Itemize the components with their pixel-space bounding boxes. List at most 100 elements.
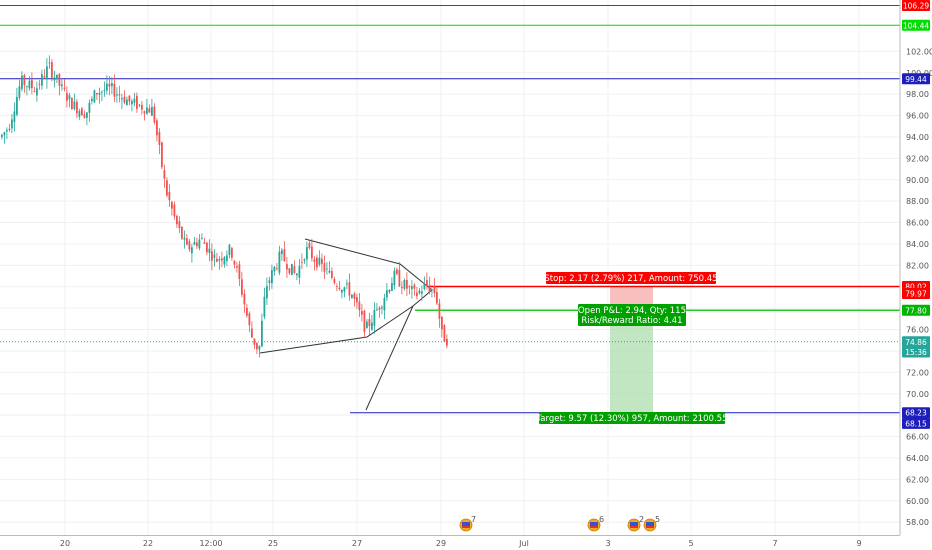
candle-body — [191, 247, 193, 254]
candle-body — [91, 98, 93, 102]
candle-body — [341, 290, 343, 293]
candle-body — [123, 96, 126, 103]
price-tick-label: 66.00 — [906, 433, 929, 442]
candle-body — [21, 75, 23, 90]
price-tick-label: 92.00 — [906, 154, 929, 163]
candle-body — [286, 264, 288, 270]
candle-body — [216, 258, 218, 262]
candle-body — [303, 259, 306, 261]
candle-body — [361, 310, 363, 315]
horizontal-levels[interactable] — [0, 4, 900, 414]
stop-label[interactable]: Stop: 2.17 (2.79%) 217, Amount: 750.45 — [544, 272, 718, 284]
candle-body — [251, 328, 253, 338]
economic-event-markers[interactable]: 7 6 2 5 — [459, 515, 660, 532]
candle-body — [426, 280, 428, 286]
candle-body — [53, 77, 56, 81]
candle-body — [193, 242, 196, 245]
triangle-pattern-drawing[interactable] — [259, 238, 433, 354]
candle-body — [211, 251, 213, 261]
trend-drawings[interactable] — [259, 238, 433, 411]
candle-body — [146, 107, 148, 114]
candle-body — [418, 290, 421, 294]
time-axis[interactable]: 20 22 12:00 25 27 29 Jul 3 5 7 9 — [0, 535, 932, 550]
candle-body — [61, 84, 63, 87]
candle-body — [133, 98, 136, 103]
stop-label-text: Stop: 2.17 (2.79%) 217, Amount: 750.45 — [544, 274, 717, 284]
price-badge-104-44: 104.44 — [902, 19, 930, 31]
candle-body — [203, 242, 206, 244]
candle-body — [98, 92, 101, 95]
candle-body — [411, 286, 413, 290]
candle-body — [393, 270, 396, 286]
candle-body — [371, 322, 373, 330]
target-label[interactable]: Target: 9.57 (12.30%) 957, Amount: 2100.… — [536, 412, 728, 424]
candle-body — [438, 303, 441, 319]
candle-body — [51, 62, 53, 78]
svg-text:79.97: 79.97 — [905, 290, 927, 299]
chart-grid — [0, 0, 900, 535]
economic-event-marker[interactable]: 5 — [643, 515, 660, 532]
event-count-label: 7 — [471, 515, 476, 524]
price-tick-label: 102.00 — [906, 47, 932, 56]
economic-event-marker[interactable]: 6 — [587, 515, 604, 532]
candle-body — [18, 86, 21, 98]
candle-body — [103, 90, 106, 92]
candle-body — [368, 319, 371, 327]
pnl-label[interactable]: Open P&L: 2.94, Qty: 115 Risk/Reward Rat… — [578, 304, 686, 326]
candle-body — [56, 74, 58, 80]
candle-body — [141, 104, 143, 110]
candle-body — [373, 309, 376, 326]
position-labels[interactable]: Stop: 2.17 (2.79%) 217, Amount: 750.45 O… — [536, 272, 728, 424]
candle-body — [258, 345, 261, 350]
projection-line-drawing[interactable] — [365, 305, 414, 411]
candle-body — [46, 66, 48, 80]
price-tick-label: 88.00 — [906, 197, 929, 206]
rr-label-text: Risk/Reward Ratio: 4.41 — [581, 316, 682, 326]
candle-body — [111, 83, 113, 87]
candle-body — [136, 95, 138, 109]
candle-body — [428, 284, 431, 292]
economic-event-marker[interactable]: 2 — [627, 515, 644, 532]
economic-event-marker[interactable]: 7 — [459, 515, 476, 532]
candle-body — [301, 262, 303, 263]
candle-body — [126, 99, 128, 106]
candle-body — [63, 87, 66, 89]
time-tick-label: 12:00 — [199, 539, 222, 548]
candle-body — [268, 280, 271, 283]
price-badge-15-36: 15:36 — [902, 346, 930, 358]
time-tick-label: 9 — [856, 539, 861, 548]
candle-body — [386, 290, 388, 298]
candle-body — [151, 106, 153, 116]
candle-body — [443, 325, 446, 342]
candle-body — [131, 101, 133, 105]
candle-body — [68, 95, 71, 100]
event-count-label: 5 — [655, 515, 660, 524]
candle-body — [353, 293, 356, 299]
svg-text:68.15: 68.15 — [905, 419, 927, 428]
candle-body — [348, 282, 351, 296]
time-tick-label: 5 — [688, 539, 693, 548]
event-count-label: 6 — [599, 515, 604, 524]
candle-body — [71, 97, 73, 110]
price-tick-label: 90.00 — [906, 176, 929, 185]
candle-body — [171, 202, 173, 209]
candle-body — [93, 90, 96, 103]
candle-body — [238, 264, 241, 279]
candle-body — [358, 301, 361, 311]
candle-body — [283, 249, 286, 261]
candle-body — [16, 97, 18, 115]
price-badge-68-15: 68.15 — [902, 417, 930, 429]
event-count-label: 2 — [639, 515, 644, 524]
candle-body — [1, 134, 3, 138]
candle-body — [363, 310, 366, 333]
candle-body — [276, 267, 278, 269]
candle-body — [83, 114, 86, 118]
candle-body — [178, 221, 181, 228]
svg-text:104.44: 104.44 — [903, 21, 929, 30]
price-tick-label: 58.00 — [906, 518, 929, 527]
candle-body — [243, 293, 246, 305]
candle-body — [321, 258, 323, 264]
target-label-text: Target: 9.57 (12.30%) 957, Amount: 2100.… — [536, 414, 728, 424]
candle-body — [248, 313, 251, 326]
